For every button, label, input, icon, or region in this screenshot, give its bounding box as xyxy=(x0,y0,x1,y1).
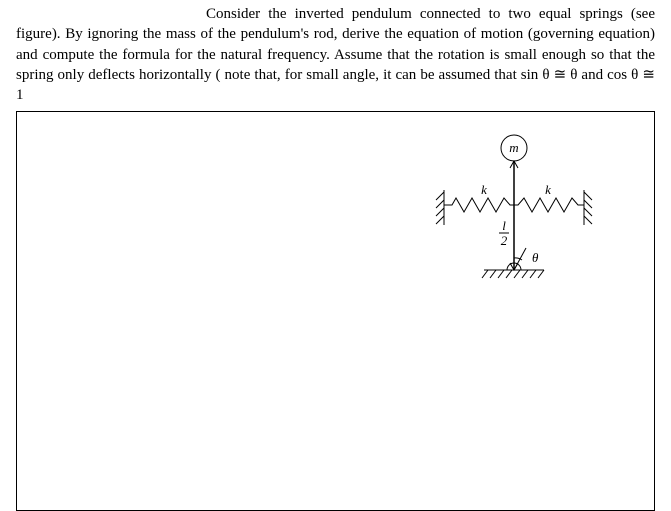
spring-left-label: k xyxy=(481,182,487,197)
pendulum-svg: m k xyxy=(414,130,614,300)
length-den: 2 xyxy=(501,233,508,248)
spring-right xyxy=(514,198,584,212)
problem-statement: Consider the inverted pendulum connected… xyxy=(16,4,655,105)
page-root: Consider the inverted pendulum connected… xyxy=(0,0,671,509)
ground-hatch xyxy=(482,270,544,278)
length-label: l 2 xyxy=(499,218,509,248)
wall-left-hatch xyxy=(436,192,444,224)
spring-right-label: k xyxy=(545,182,551,197)
length-num: l xyxy=(502,218,506,233)
pendulum-figure: m k xyxy=(414,130,614,300)
problem-rest: By ignoring the mass of the pendulum's r… xyxy=(16,26,655,103)
angle-label: θ xyxy=(532,250,539,265)
spring-left xyxy=(444,198,514,212)
wall-right-hatch xyxy=(584,192,592,224)
mass-label: m xyxy=(509,140,518,155)
answer-box: m k xyxy=(16,111,655,511)
